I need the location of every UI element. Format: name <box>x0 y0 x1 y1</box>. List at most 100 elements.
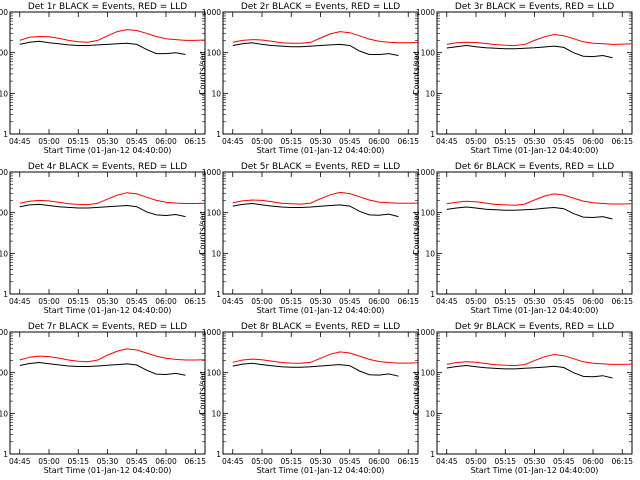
y-tick-label: 1 <box>3 450 8 459</box>
x-tick-label: 04:45 <box>222 297 244 306</box>
x-tick-label: 05:15 <box>67 457 89 466</box>
y-tick-label: 100 <box>421 49 436 58</box>
y-tick-label: 100 <box>0 369 8 378</box>
events-series-line <box>19 361 186 376</box>
x-tick-label: 04:45 <box>222 137 244 146</box>
plot-frame <box>9 171 206 295</box>
y-tick-label: 10 <box>0 409 8 418</box>
y-tick-label: 10 <box>211 89 221 98</box>
x-tick-label: 06:00 <box>582 297 604 306</box>
x-tick-label: 04:45 <box>222 457 244 466</box>
x-tick-label: 05:45 <box>339 457 361 466</box>
lld-series-line <box>232 351 419 364</box>
x-axis-label: Start Time (01-Jan-12 04:40:00) <box>257 146 385 155</box>
x-tick-label: 05:45 <box>126 137 148 146</box>
x-tick-label: 05:45 <box>339 297 361 306</box>
x-axis-label: Start Time (01-Jan-12 04:40:00) <box>44 466 172 475</box>
x-tick-label: 06:15 <box>184 457 206 466</box>
y-tick-label: 100 <box>207 209 222 218</box>
x-tick-label: 05:30 <box>310 137 332 146</box>
x-tick-label: 06:15 <box>611 457 633 466</box>
x-tick-label: 05:45 <box>553 137 575 146</box>
y-tick-label: 1 <box>3 290 8 299</box>
lld-series-line <box>446 353 633 367</box>
panel-7: Det 7r BLACK = Events, RED = LLD 1 10 100 10… <box>0 322 206 475</box>
y-tick-label: 10 <box>425 89 435 98</box>
plot-frame <box>436 331 633 455</box>
panel-2: Det 2r BLACK = Events, RED = LLD 1 10 100 10… <box>198 2 419 155</box>
panel-5: Det 5r BLACK = Events, RED = LLD 1 10 100 10… <box>198 162 419 315</box>
panel-1: Det 1r BLACK = Events, RED = LLD 1 10 100 10… <box>0 2 206 155</box>
panel-title: Det 3r BLACK = Events, RED = LLD <box>455 2 614 12</box>
x-tick-label: 05:30 <box>524 137 546 146</box>
x-axis-label: Start Time (01-Jan-12 04:40:00) <box>471 146 599 155</box>
y-axis-label: Counts/sec <box>198 371 207 415</box>
y-tick-label: 1000 <box>202 168 221 177</box>
y-tick-label: 10 <box>211 409 221 418</box>
x-tick-label: 06:00 <box>155 297 177 306</box>
lld-series-line <box>446 33 633 47</box>
x-tick-label: 05:30 <box>310 297 332 306</box>
x-tick-label: 05:15 <box>494 137 516 146</box>
events-series-line <box>446 44 613 59</box>
plot-frame <box>9 331 206 455</box>
x-tick-label: 06:15 <box>397 457 419 466</box>
x-tick-label: 04:45 <box>436 457 458 466</box>
y-tick-label: 100 <box>207 49 222 58</box>
x-tick-label: 04:45 <box>9 457 31 466</box>
lld-series-line <box>232 31 419 44</box>
x-axis-label: Start Time (01-Jan-12 04:40:00) <box>44 146 172 155</box>
x-tick-label: 05:30 <box>524 457 546 466</box>
x-tick-label: 05:30 <box>97 457 119 466</box>
x-tick-label: 05:00 <box>465 137 487 146</box>
x-tick-label: 05:30 <box>97 297 119 306</box>
x-tick-label: 05:15 <box>280 297 302 306</box>
x-tick-label: 06:00 <box>582 137 604 146</box>
x-axis-label: Start Time (01-Jan-12 04:40:00) <box>471 306 599 315</box>
x-tick-label: 05:45 <box>553 297 575 306</box>
x-axis-label: Start Time (01-Jan-12 04:40:00) <box>471 466 599 475</box>
y-tick-label: 1 <box>216 290 221 299</box>
x-tick-label: 05:45 <box>339 137 361 146</box>
y-tick-label: 1 <box>3 130 8 139</box>
x-tick-label: 05:00 <box>465 297 487 306</box>
x-tick-label: 05:30 <box>97 137 119 146</box>
y-axis-label: Counts/sec <box>412 371 421 415</box>
y-tick-label: 100 <box>421 209 436 218</box>
lld-series-line <box>19 348 206 363</box>
x-tick-label: 05:00 <box>251 297 273 306</box>
x-tick-label: 05:00 <box>38 297 60 306</box>
y-tick-label: 10 <box>425 249 435 258</box>
y-axis-label: Counts/sec <box>198 211 207 255</box>
y-tick-label: 1 <box>430 450 435 459</box>
x-tick-label: 05:00 <box>251 457 273 466</box>
y-tick-label: 10 <box>0 249 8 258</box>
x-tick-label: 05:45 <box>126 297 148 306</box>
plot-frame <box>9 11 206 135</box>
y-tick-label: 1 <box>216 450 221 459</box>
events-series-line <box>232 42 399 56</box>
x-tick-label: 05:15 <box>67 137 89 146</box>
y-tick-label: 1000 <box>416 328 435 337</box>
events-series-line <box>232 362 399 377</box>
x-tick-label: 04:45 <box>436 297 458 306</box>
panel-8: Det 8r BLACK = Events, RED = LLD 1 10 100 10… <box>198 322 419 475</box>
y-tick-label: 1000 <box>202 328 221 337</box>
plot-frame <box>436 11 633 135</box>
y-tick-label: 100 <box>421 369 436 378</box>
y-tick-label: 1000 <box>0 328 8 337</box>
y-tick-label: 1 <box>430 130 435 139</box>
y-tick-label: 1000 <box>416 8 435 17</box>
x-tick-label: 06:15 <box>184 137 206 146</box>
events-series-line <box>446 206 613 220</box>
x-tick-label: 05:00 <box>251 137 273 146</box>
x-tick-label: 06:15 <box>397 297 419 306</box>
lld-series-line <box>19 192 206 206</box>
events-series-line <box>19 203 186 218</box>
x-tick-label: 05:45 <box>553 457 575 466</box>
panel-9: Det 9r BLACK = Events, RED = LLD 1 10 100 10… <box>412 322 633 475</box>
x-tick-label: 05:00 <box>465 457 487 466</box>
y-tick-label: 1000 <box>0 8 8 17</box>
plot-frame <box>436 171 633 295</box>
